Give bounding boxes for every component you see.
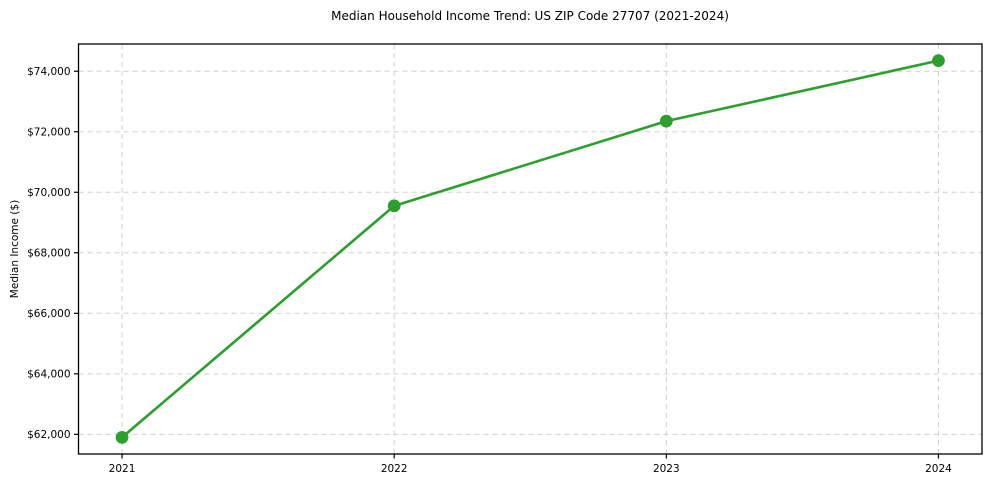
y-tick-label: $62,000: [27, 429, 70, 441]
chart-title: Median Household Income Trend: US ZIP Co…: [331, 9, 729, 23]
x-tick-label: 2022: [381, 463, 408, 475]
trend-line: [120, 59, 940, 439]
data-point: [659, 114, 673, 128]
data-point: [932, 54, 945, 68]
x-tick-label: 2021: [109, 463, 136, 475]
y-tick-label: $68,000: [27, 247, 70, 259]
y-tick-label: $64,000: [27, 368, 70, 380]
y-tick-label: $66,000: [27, 308, 70, 320]
y-tick-label: $70,000: [27, 187, 70, 199]
y-tick-label: $74,000: [27, 66, 70, 78]
data-point: [115, 430, 129, 444]
x-tick-label: 2024: [925, 463, 952, 475]
x-tick-label: 2023: [653, 463, 680, 475]
y-axis-label: Median Income ($): [9, 199, 21, 299]
y-tick-label: $72,000: [27, 126, 70, 138]
data-point: [387, 199, 401, 213]
plot-border: [77, 43, 983, 455]
